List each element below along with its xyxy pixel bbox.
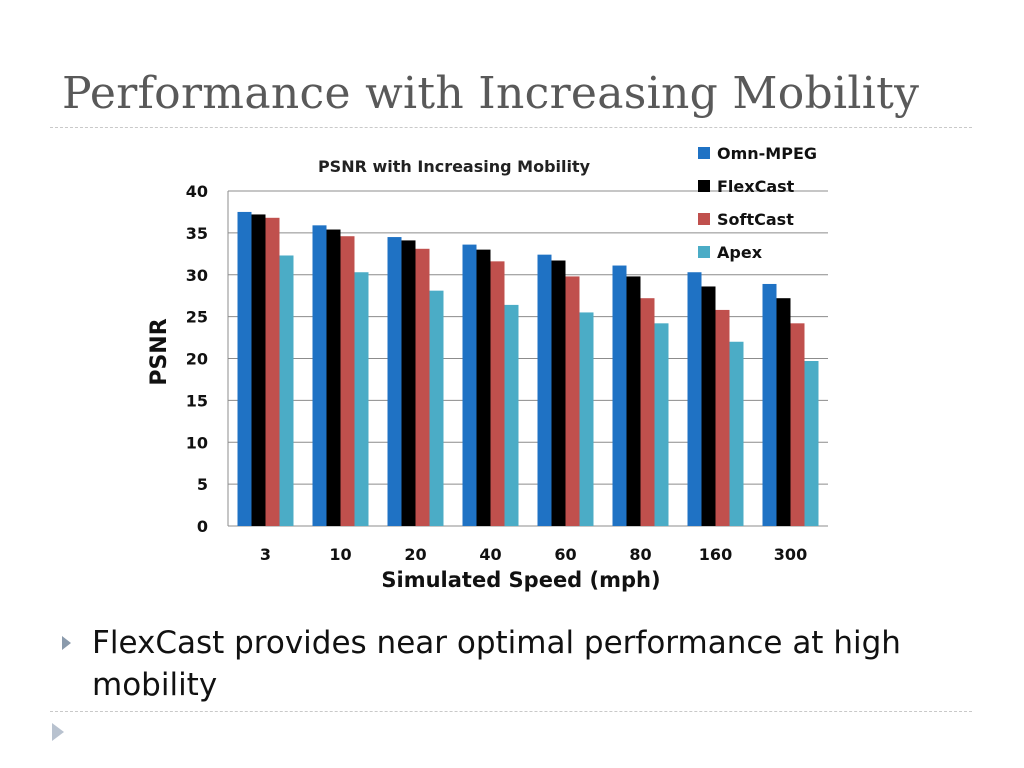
y-tick-label: 35	[186, 224, 208, 243]
bar-softcast	[340, 236, 355, 526]
title-divider	[50, 127, 972, 128]
bullet-text: FlexCast provides near optimal performan…	[92, 625, 901, 703]
y-tick-label: 40	[186, 182, 208, 201]
x-tick-label: 300	[774, 545, 807, 564]
chart-title: PSNR with Increasing Mobility	[318, 157, 591, 176]
bar-softcast	[490, 261, 505, 526]
bar-apex	[429, 290, 444, 526]
bar-omn-mpeg	[537, 254, 552, 526]
bar-apex	[804, 361, 819, 526]
bar-softcast	[415, 248, 430, 526]
bar-flexcast	[476, 249, 491, 526]
psnr-bar-chart: 0 5 10 15 20 25 30 35 40 3 10 20 40 60 80 160 300 PSNR wi…	[147, 144, 828, 592]
bar-flexcast	[251, 214, 266, 526]
bar-omn-mpeg	[312, 225, 327, 526]
bar-softcast	[265, 217, 280, 527]
bar-omn-mpeg	[462, 244, 477, 526]
x-tick-label: 160	[699, 545, 732, 564]
bar-flexcast	[551, 260, 566, 526]
bar-flexcast	[776, 298, 791, 526]
bar-flexcast	[701, 286, 716, 526]
bar-omn-mpeg	[237, 211, 252, 526]
bar-softcast	[715, 309, 730, 526]
y-tick-label: 15	[186, 391, 208, 410]
legend-label: FlexCast	[717, 177, 795, 196]
legend-swatch	[698, 180, 710, 192]
legend-swatch	[698, 246, 710, 258]
y-tick-label: 25	[186, 308, 208, 327]
y-tick-label: 5	[197, 475, 208, 494]
bar-omn-mpeg	[387, 237, 402, 526]
bar-flexcast	[401, 240, 416, 526]
x-axis-label: Simulated Speed (mph)	[381, 568, 660, 592]
bar-omn-mpeg	[612, 265, 627, 526]
bar-omn-mpeg	[762, 283, 777, 526]
footer-divider	[50, 711, 972, 712]
y-tick-label: 30	[186, 266, 208, 285]
bar-flexcast	[326, 229, 341, 526]
x-tick-label: 40	[479, 545, 501, 564]
y-tick-label: 10	[186, 433, 208, 452]
y-tick-label: 20	[186, 350, 208, 369]
legend-swatch	[698, 147, 710, 159]
x-tick-label: 20	[404, 545, 426, 564]
bar-softcast	[565, 276, 580, 526]
y-tick-label: 0	[197, 517, 208, 536]
slide-title: Performance with Increasing Mobility	[62, 68, 920, 119]
legend-swatch	[698, 213, 710, 225]
triangle-right-icon	[62, 636, 71, 650]
bar-omn-mpeg	[687, 272, 702, 526]
bar-apex	[504, 304, 519, 526]
bar-softcast	[640, 298, 655, 526]
y-axis-label: PSNR	[147, 318, 172, 385]
legend-label: Omn-MPEG	[717, 144, 817, 163]
bar-apex	[729, 341, 744, 526]
triangle-right-icon	[52, 723, 64, 741]
bar-flexcast	[626, 276, 641, 526]
x-tick-label: 10	[329, 545, 351, 564]
bar-apex	[579, 312, 594, 526]
bar-apex	[654, 323, 669, 526]
x-tick-label: 3	[260, 545, 271, 564]
bar-apex	[354, 272, 369, 526]
legend-label: Apex	[717, 243, 763, 262]
legend-label: SoftCast	[717, 210, 794, 229]
bar-softcast	[790, 323, 805, 526]
x-tick-label: 60	[554, 545, 576, 564]
x-tick-label: 80	[629, 545, 651, 564]
bar-apex	[279, 255, 294, 527]
